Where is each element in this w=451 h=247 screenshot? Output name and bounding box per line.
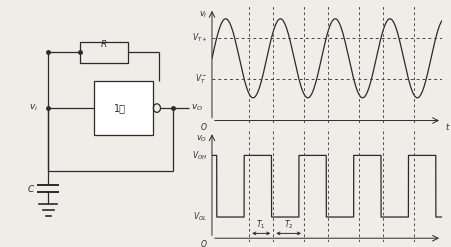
Text: $V_{T+}$: $V_{T+}$ [192, 31, 207, 44]
Text: $T_2$: $T_2$ [284, 218, 294, 230]
Text: $v_O$: $v_O$ [196, 133, 207, 144]
Bar [80, 42, 128, 63]
Text: $v_O$: $v_O$ [191, 103, 203, 113]
Text: $t$: $t$ [445, 121, 450, 132]
Text: $O$: $O$ [200, 238, 207, 247]
Text: $R$: $R$ [100, 38, 107, 49]
Text: $O$: $O$ [200, 121, 207, 132]
Text: $C$: $C$ [27, 183, 35, 194]
Text: $v_i$: $v_i$ [29, 103, 38, 113]
Text: $V_{OH}$: $V_{OH}$ [192, 149, 207, 162]
Text: $v_I$: $v_I$ [199, 10, 207, 21]
Bar [94, 81, 153, 135]
Text: 1门: 1门 [114, 103, 126, 113]
Text: $V_T^-$: $V_T^-$ [195, 72, 207, 86]
Text: $V_{OL}$: $V_{OL}$ [193, 211, 207, 223]
Text: $T_1$: $T_1$ [257, 218, 266, 230]
